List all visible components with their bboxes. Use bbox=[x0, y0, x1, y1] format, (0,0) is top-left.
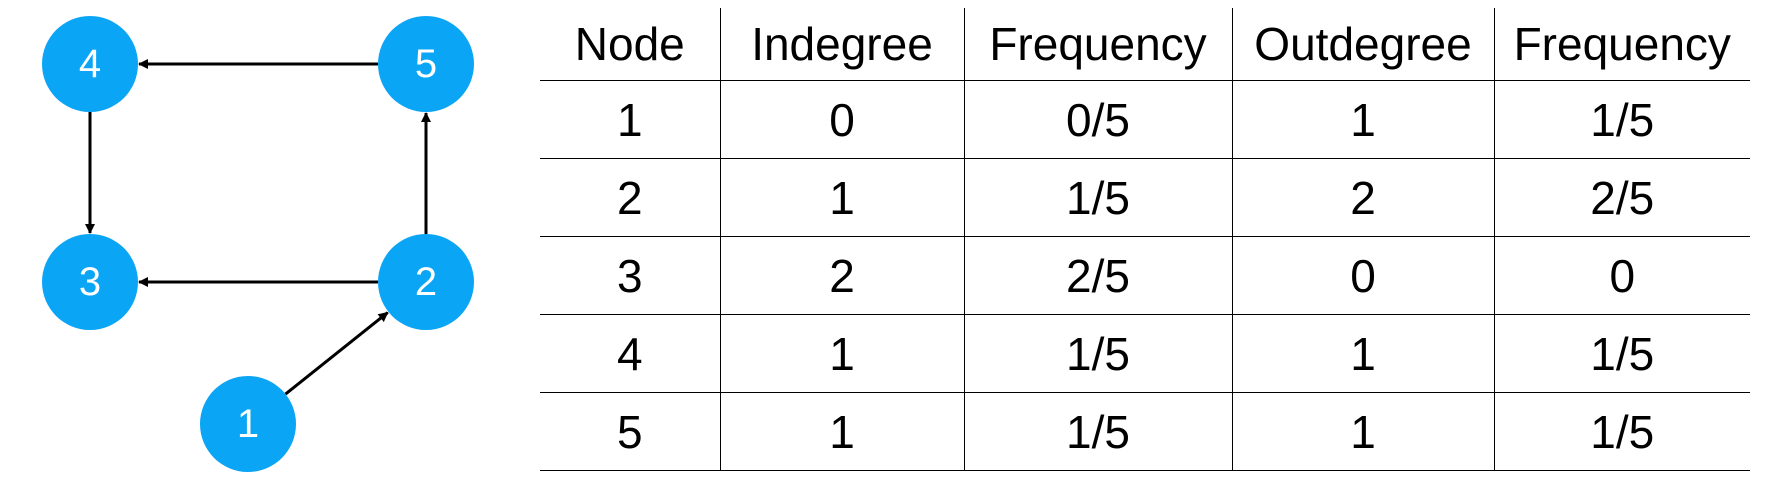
cell-in-frequency: 1/5 bbox=[963, 392, 1232, 471]
cell-in-frequency: 1/5 bbox=[963, 158, 1232, 237]
node-circle bbox=[378, 234, 474, 330]
cell-outdegree: 1 bbox=[1231, 80, 1494, 159]
cell-indegree: 1 bbox=[719, 392, 964, 471]
graph-node-3: 3 bbox=[42, 234, 138, 330]
node-label: 4 bbox=[79, 42, 101, 86]
nodes-layer: 1 2 3 4 5 bbox=[42, 16, 474, 472]
node-circle bbox=[42, 234, 138, 330]
node-label: 1 bbox=[237, 402, 259, 446]
cell-node: 4 bbox=[540, 314, 720, 393]
directed-graph: 1 2 3 4 5 bbox=[42, 16, 474, 472]
header-out-frequency: Frequency bbox=[1493, 8, 1750, 81]
cell-node: 1 bbox=[540, 80, 720, 159]
cell-indegree: 0 bbox=[719, 80, 964, 159]
cell-outdegree: 0 bbox=[1231, 236, 1494, 315]
cell-in-frequency: 2/5 bbox=[963, 236, 1232, 315]
header-node: Node bbox=[540, 8, 720, 81]
graph-node-2: 2 bbox=[378, 234, 474, 330]
cell-outdegree: 1 bbox=[1231, 314, 1494, 393]
node-label: 3 bbox=[79, 260, 101, 304]
table-row: 4 1 1/5 1 1/5 bbox=[540, 314, 1750, 393]
cell-out-frequency: 1/5 bbox=[1493, 314, 1750, 393]
cell-indegree: 2 bbox=[719, 236, 964, 315]
cell-out-frequency: 1/5 bbox=[1493, 392, 1750, 471]
header-in-frequency: Frequency bbox=[963, 8, 1232, 81]
table-row: 1 0 0/5 1 1/5 bbox=[540, 80, 1750, 159]
header-outdegree: Outdegree bbox=[1231, 8, 1494, 81]
table-row: 3 2 2/5 0 0 bbox=[540, 236, 1750, 315]
cell-out-frequency: 1/5 bbox=[1493, 80, 1750, 159]
header-indegree: Indegree bbox=[719, 8, 964, 81]
node-circle bbox=[42, 16, 138, 112]
node-label: 5 bbox=[415, 42, 437, 86]
cell-in-frequency: 0/5 bbox=[963, 80, 1232, 159]
table-header-row: Node Indegree Frequency Outdegree Freque… bbox=[540, 8, 1750, 81]
edge-1-to-2 bbox=[284, 311, 389, 396]
cell-indegree: 1 bbox=[719, 158, 964, 237]
cell-node: 2 bbox=[540, 158, 720, 237]
graph-node-5: 5 bbox=[378, 16, 474, 112]
node-circle bbox=[378, 16, 474, 112]
cell-indegree: 1 bbox=[719, 314, 964, 393]
graph-node-1: 1 bbox=[200, 376, 296, 472]
edges-layer bbox=[85, 59, 431, 396]
table-row: 5 1 1/5 1 1/5 bbox=[540, 392, 1750, 471]
cell-outdegree: 2 bbox=[1231, 158, 1494, 237]
table-row: 2 1 1/5 2 2/5 bbox=[540, 158, 1750, 237]
degree-table: Node Indegree Frequency Outdegree Freque… bbox=[540, 8, 1750, 471]
cell-outdegree: 1 bbox=[1231, 392, 1494, 471]
node-circle bbox=[200, 376, 296, 472]
cell-node: 5 bbox=[540, 392, 720, 471]
node-label: 2 bbox=[415, 260, 437, 304]
cell-in-frequency: 1/5 bbox=[963, 314, 1232, 393]
cell-out-frequency: 2/5 bbox=[1493, 158, 1750, 237]
cell-node: 3 bbox=[540, 236, 720, 315]
cell-out-frequency: 0 bbox=[1493, 236, 1750, 315]
graph-node-4: 4 bbox=[42, 16, 138, 112]
